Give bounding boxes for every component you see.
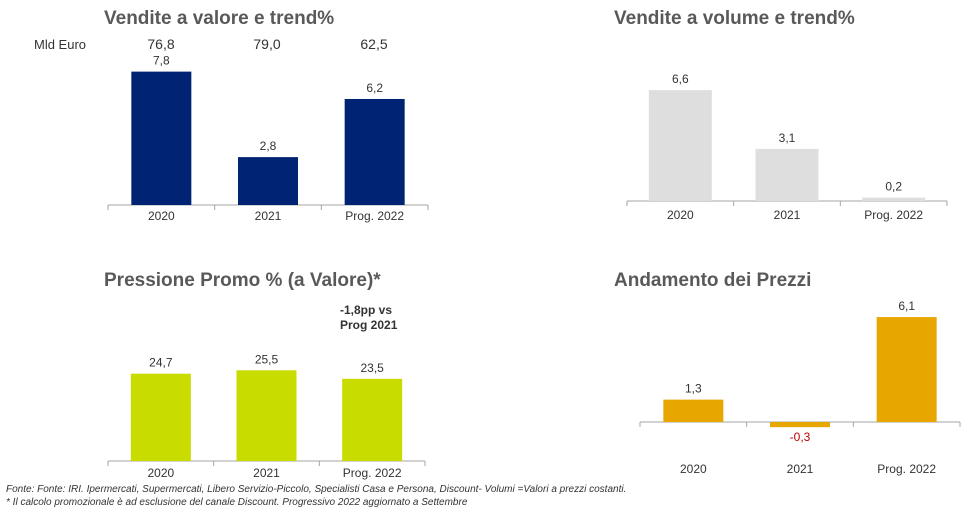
tick-label: 2021 [253,466,280,480]
bar [344,98,405,205]
tick-label: 2020 [667,208,694,222]
unit-label: Mld Euro [34,37,87,52]
bar [648,90,712,201]
total-2020: 76,8 [147,36,175,52]
promo-note: -1,8pp vs Prog 2021 [340,303,398,332]
data-label: 1,3 [685,382,702,396]
chart-title-prezzi: Andamento dei Prezzi [614,270,812,291]
data-label: 25,5 [255,352,279,366]
data-label: 6,2 [366,81,383,95]
bar [862,197,926,201]
data-label: 0,2 [885,180,902,194]
tick-label: 2020 [148,209,175,223]
tick-label: 2021 [774,208,801,222]
bar [238,157,298,205]
tick-label: Prog. 2022 [864,208,923,222]
tick-label: Prog. 2022 [877,462,936,476]
data-label: 23,5 [360,361,384,375]
data-label: 6,1 [898,299,915,313]
data-label: 7,8 [153,54,170,68]
data-label: -0,3 [790,430,811,444]
tick-label: 2020 [147,466,174,480]
bar [663,399,724,422]
bar [236,370,297,461]
tick-label: 2020 [680,462,707,476]
tick-label: 2021 [787,462,814,476]
total-2021: 79,0 [253,36,281,52]
chart-title-volume: Vendite a volume e trend% [614,8,855,29]
footer-source: Fonte: Fonte: IRI. Ipermercati, Supermer… [6,484,627,495]
chart-title-valore: Vendite a valore e trend% [104,8,335,29]
chart-title-promo: Pressione Promo % (a Valore)* [104,270,381,291]
bar [770,422,830,428]
bar [755,148,819,201]
tick-label: Prog. 2022 [343,466,402,480]
bar [342,378,403,461]
data-label: 6,6 [672,72,689,86]
data-label: 24,7 [149,356,173,370]
tick-label: 2021 [255,209,282,223]
footer-note: * Il calcolo promozionale è ad esclusion… [6,497,468,508]
tick-label: Prog. 2022 [345,209,404,223]
total-2022: 62,5 [360,36,388,52]
bar [876,317,937,422]
data-label: 2,8 [260,139,277,153]
bar [130,373,191,461]
bar [131,71,192,206]
data-label: 3,1 [779,131,796,145]
